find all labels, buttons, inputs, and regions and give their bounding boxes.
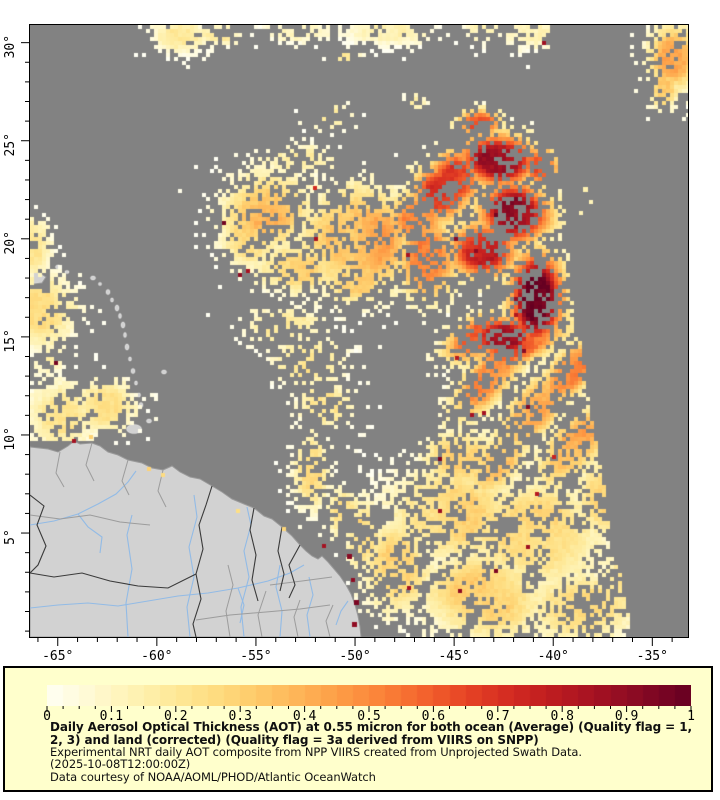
caption-courtesy: Data courtesy of NOAA/AOML/PHOD/Atlantic… (50, 769, 376, 784)
colorbar-label: 0.3 (228, 709, 251, 720)
x-axis-label: -60° (141, 649, 172, 664)
colorbar (47, 685, 691, 706)
x-axis-label: -50° (339, 649, 370, 664)
colorbar-label: 0 (43, 709, 51, 720)
y-axis-label: 5° (3, 529, 18, 545)
colorbar-label: 0.6 (422, 709, 445, 720)
x-axis-label: -35° (637, 649, 668, 664)
colorbar-label: 0.9 (615, 709, 638, 720)
colorbar-label: 0.5 (357, 709, 380, 720)
y-axis-label: 30° (3, 35, 18, 58)
caption-title-line-1: Daily Aerosol Optical Thickness (AOT) at… (50, 720, 692, 734)
map-frame (29, 24, 689, 638)
aot-data-layer (30, 25, 688, 637)
y-axis-label: 20° (3, 231, 18, 254)
caption-timestamp: (2025-10-08T12:00:00Z) (50, 757, 191, 772)
colorbar-label: 0.8 (550, 709, 573, 720)
caption-title-line-2: 2, 3) and land (corrected) (Quality flag… (50, 732, 539, 747)
x-axis-label: -55° (240, 649, 271, 664)
caption-block: Daily Aerosol Optical Thickness (AOT) at… (50, 721, 692, 783)
colorbar-label: 1 (687, 709, 695, 720)
x-axis-label: -65° (42, 649, 73, 664)
y-axis-label: 15° (3, 329, 18, 352)
x-axis-label: -40° (538, 649, 569, 664)
legend-panel: 0 0.1 0.2 0.3 0.4 0.5 0.6 0.7 0.8 0.9 1 Daily Aero… (3, 666, 713, 792)
colorbar-label: 0.2 (164, 709, 187, 720)
y-axis-label: 10° (3, 427, 18, 450)
y-axis-label: 25° (3, 133, 18, 156)
x-axis-label: -45° (438, 649, 469, 664)
colorbar-label: 0.7 (486, 709, 509, 720)
colorbar-label: 0.1 (100, 709, 123, 720)
colorbar-label: 0.4 (293, 709, 317, 720)
caption-info-line-1: Experimental NRT daily AOT composite fro… (50, 745, 582, 760)
